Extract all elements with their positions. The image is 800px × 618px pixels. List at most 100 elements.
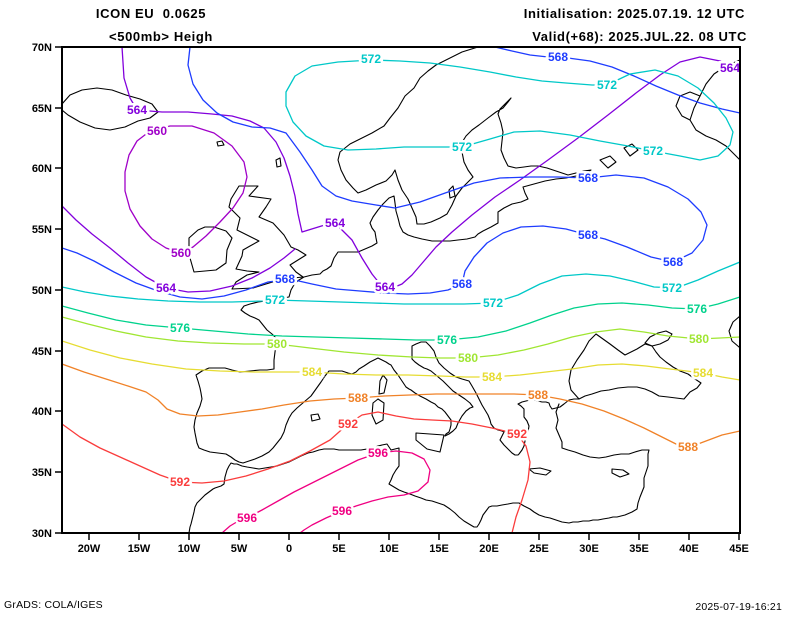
lat-label-65N: 65N xyxy=(32,103,52,115)
contour-label-596: 596 xyxy=(368,446,388,460)
coastline-path xyxy=(611,468,630,478)
field-title: <500mb> Heigh xyxy=(109,29,213,44)
contour-line-580 xyxy=(62,316,740,359)
lon-label-15E: 15E xyxy=(429,543,449,555)
lon-label-20W: 20W xyxy=(78,543,101,555)
lon-label-30E: 30E xyxy=(579,543,599,555)
contour-label-572: 572 xyxy=(597,78,617,92)
contour-label-572: 572 xyxy=(265,293,285,307)
contour-label-584: 584 xyxy=(482,370,502,384)
lon-label-40E: 40E xyxy=(679,543,699,555)
coastline-path xyxy=(528,467,552,476)
lat-label-55N: 55N xyxy=(32,224,52,236)
coastline-path xyxy=(728,315,740,349)
contour-label-596: 596 xyxy=(332,504,352,518)
contour-label-572: 572 xyxy=(643,144,663,158)
contour-label-588: 588 xyxy=(528,388,548,402)
coastline-path xyxy=(188,403,650,533)
contour-label-568: 568 xyxy=(452,277,472,291)
contour-label-564: 564 xyxy=(127,103,147,117)
contour-line-564 xyxy=(121,47,740,290)
contour-line-572 xyxy=(62,261,740,305)
contour-line-592 xyxy=(62,411,531,533)
contour-label-560: 560 xyxy=(171,246,191,260)
contour-line-576 xyxy=(62,296,740,341)
coastline-path xyxy=(599,155,617,169)
creation-timestamp: 2025-07-19-16:21 xyxy=(695,601,782,613)
lon-label-0: 0 xyxy=(286,543,292,555)
lat-label-30N: 30N xyxy=(32,528,52,540)
contour-label-576: 576 xyxy=(687,302,707,316)
contour-line-560 xyxy=(124,125,248,254)
contour-lines xyxy=(62,47,740,533)
grads-credit: GrADS: COLA/IGES xyxy=(4,599,103,611)
contour-label-580: 580 xyxy=(458,351,478,365)
contour-label-576: 576 xyxy=(170,321,190,335)
contour-label-584: 584 xyxy=(693,366,713,380)
contour-label-588: 588 xyxy=(348,391,368,405)
coastline-path xyxy=(216,140,225,147)
lon-label-45E: 45E xyxy=(729,543,749,555)
lat-label-50N: 50N xyxy=(32,285,52,297)
coastline-path xyxy=(188,226,233,273)
lat-label-35N: 35N xyxy=(32,467,52,479)
axes: 70N 65N 60N 55N 50N 45N 40N 35N 30N 20W 15W 10W 5W 0 5… xyxy=(32,42,749,555)
lon-label-10W: 10W xyxy=(178,543,201,555)
contour-label-592: 592 xyxy=(170,475,190,489)
lon-label-20E: 20E xyxy=(479,543,499,555)
lon-label-10E: 10E xyxy=(379,543,399,555)
contour-line-568 xyxy=(62,47,708,300)
contour-line-596 xyxy=(221,450,431,533)
coastline-path xyxy=(675,91,701,121)
lon-label-25E: 25E xyxy=(529,543,549,555)
contour-line-568 xyxy=(494,47,740,114)
coastline-path xyxy=(415,432,445,453)
contour-label-588: 588 xyxy=(678,440,698,454)
contour-label-564: 564 xyxy=(325,216,345,230)
coastline-path xyxy=(371,398,385,425)
contour-label-572: 572 xyxy=(452,140,472,154)
contour-label-572: 572 xyxy=(662,281,682,295)
contour-label-568: 568 xyxy=(578,171,598,185)
contour-label-568: 568 xyxy=(275,272,295,286)
coastline-path xyxy=(275,157,282,168)
lat-label-45N: 45N xyxy=(32,346,52,358)
contour-label-568: 568 xyxy=(578,228,598,242)
lon-label-5E: 5E xyxy=(332,543,345,555)
contour-label-580: 580 xyxy=(689,332,709,346)
coastline-path xyxy=(448,185,456,199)
contour-label-580: 580 xyxy=(267,337,287,351)
coastline-path xyxy=(378,374,388,395)
contour-label-576: 576 xyxy=(437,333,457,347)
coastline-path xyxy=(644,330,673,347)
contour-line-584 xyxy=(62,340,740,381)
contour-label-572: 572 xyxy=(483,296,503,310)
contour-label-564: 564 xyxy=(375,280,395,294)
contour-line-564 xyxy=(62,205,296,293)
lat-label-60N: 60N xyxy=(32,163,52,175)
init-time-label: Initialisation: 2025.07.19. 12 UTC xyxy=(523,6,745,21)
contour-label-564: 564 xyxy=(720,61,740,75)
coastline-path xyxy=(228,185,307,290)
coastline-path xyxy=(623,143,639,157)
contour-label-572: 572 xyxy=(361,52,381,66)
contour-label-568: 568 xyxy=(548,50,568,64)
contour-label-568: 568 xyxy=(663,255,683,269)
coastline-path xyxy=(689,59,740,161)
contour-line-588 xyxy=(62,363,740,448)
contour-label-560: 560 xyxy=(147,124,167,138)
lat-label-70N: 70N xyxy=(32,42,52,54)
contour-label-596: 596 xyxy=(237,511,257,525)
contour-label-592: 592 xyxy=(338,417,358,431)
valid-time-label: Valid(+68): 2025.JUL.22. 08 UTC xyxy=(532,29,747,44)
coastline-path xyxy=(568,333,702,400)
coastline-path xyxy=(310,413,321,422)
lon-label-15W: 15W xyxy=(128,543,151,555)
contour-line-572 xyxy=(285,59,734,161)
model-title: ICON EU 0.0625 xyxy=(95,6,207,21)
contour-label-592: 592 xyxy=(507,427,527,441)
